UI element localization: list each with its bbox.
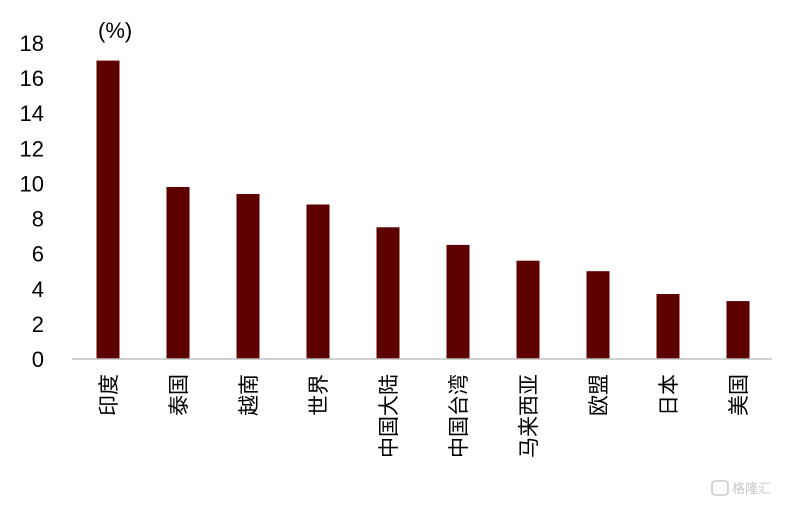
y-tick-label: 2	[32, 312, 44, 337]
y-tick-label: 14	[20, 101, 44, 126]
x-category-label: 日本	[657, 374, 681, 416]
bar	[96, 60, 120, 359]
y-tick-label: 8	[32, 207, 44, 232]
bar	[656, 294, 680, 359]
x-category-label: 泰国	[167, 374, 191, 416]
x-category-label: 美国	[727, 374, 751, 416]
y-tick-label: 4	[32, 277, 44, 302]
watermark-logo-icon	[711, 480, 729, 496]
y-tick-label: 10	[20, 171, 44, 196]
watermark-text: 格隆汇	[732, 481, 771, 497]
y-tick-label: 18	[20, 31, 44, 56]
unit-label: (%)	[98, 18, 132, 43]
x-axis-labels: 印度 泰国 越南 世界 中国大陆 中国台湾 马来西亚 欧盟 日本 美国	[97, 374, 751, 458]
bar	[166, 187, 190, 359]
y-tick-label: 6	[32, 242, 44, 267]
bar	[446, 244, 470, 359]
x-category-label: 世界	[307, 374, 331, 416]
y-tick-label: 16	[20, 66, 44, 91]
x-category-label: 印度	[97, 374, 121, 416]
x-category-label: 越南	[237, 374, 261, 416]
bars	[96, 60, 750, 359]
bar	[236, 194, 260, 359]
x-category-label: 中国台湾	[447, 374, 471, 458]
y-tick-label: 12	[20, 136, 44, 161]
x-category-label: 中国大陆	[377, 374, 401, 458]
x-category-label: 马来西亚	[517, 374, 541, 458]
bar	[376, 227, 400, 359]
y-tick-label: 0	[32, 347, 44, 372]
x-category-label: 欧盟	[587, 374, 611, 416]
bar	[726, 301, 750, 359]
bar	[516, 260, 540, 359]
bar	[306, 204, 330, 359]
watermark: 格隆汇	[711, 480, 771, 497]
bar	[586, 271, 610, 359]
y-axis-ticks: 0 2 4 6 8 10 12 14 16 18	[20, 31, 44, 372]
